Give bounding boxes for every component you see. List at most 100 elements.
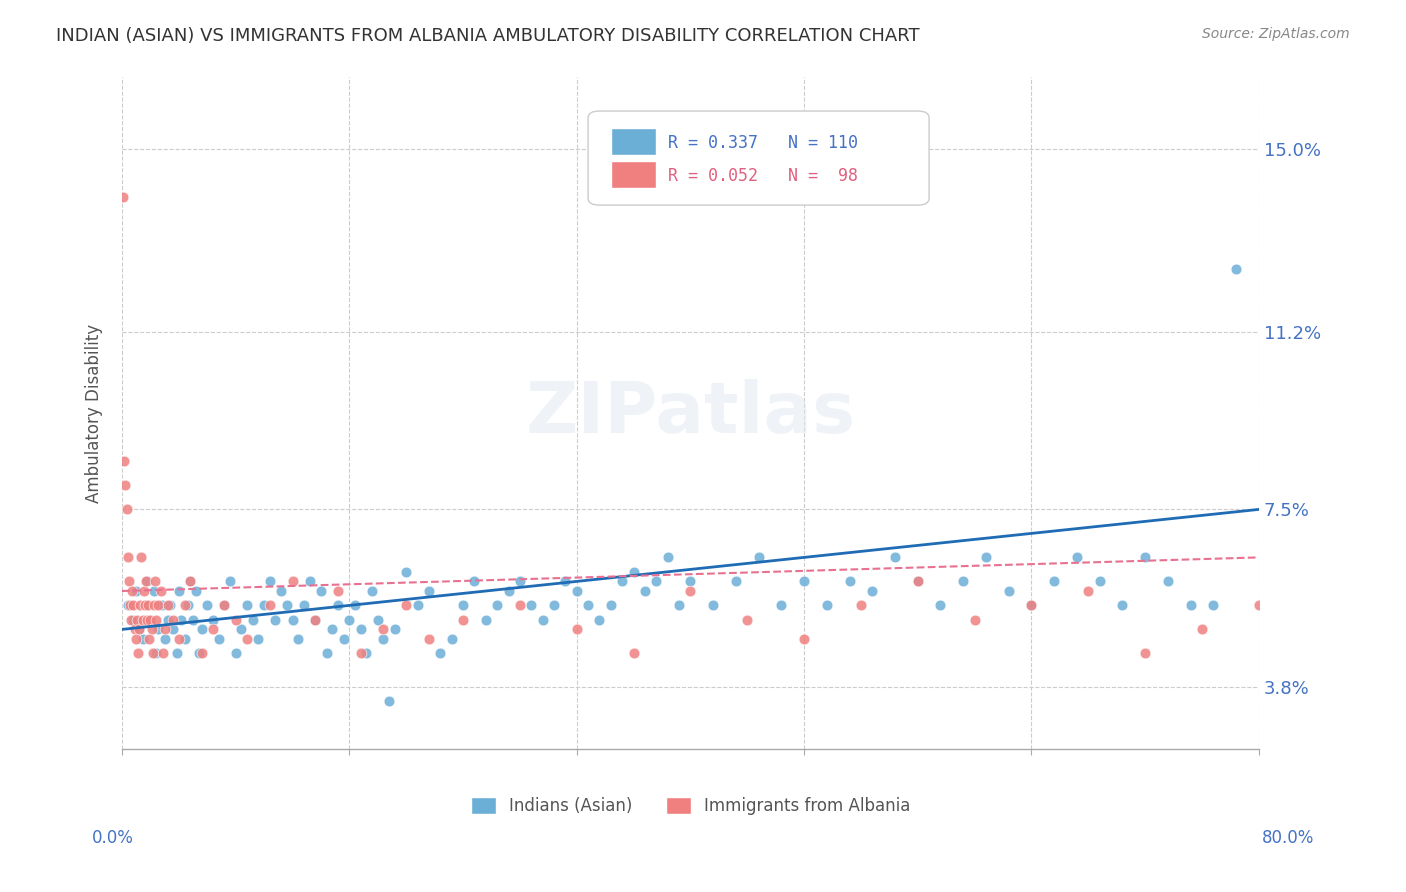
Text: 0.0%: 0.0% [91,829,134,847]
Point [114,478,136,492]
Point [162,623,184,637]
Point [974,550,997,565]
Point [418,584,440,599]
Point [356,647,378,661]
Point [634,584,657,599]
Point [115,502,138,516]
Point [118,599,141,613]
Point [326,599,349,613]
Point [281,613,304,627]
Point [1133,647,1156,661]
Point [139,613,162,627]
Point [184,584,207,599]
Point [195,599,218,613]
Point [486,599,509,613]
Point [838,574,860,589]
Point [155,632,177,646]
Point [120,613,142,627]
Point [1225,262,1247,277]
Point [907,574,929,589]
Point [134,599,156,613]
Point [645,574,668,589]
Point [131,550,153,565]
Point [177,599,200,613]
Point [128,623,150,637]
Point [1021,599,1043,613]
Point [219,574,242,589]
Point [373,623,395,637]
Point [1202,599,1225,613]
Point [142,599,165,613]
Point [112,454,135,468]
Point [201,613,224,627]
Point [378,694,401,708]
Point [173,632,195,646]
Point [498,584,520,599]
Point [190,647,212,661]
Point [122,613,145,627]
Point [150,599,173,613]
Point [1180,599,1202,613]
Point [148,599,170,613]
Point [565,584,588,599]
Point [276,599,298,613]
Point [1191,623,1213,637]
Point [623,565,645,579]
Point [623,647,645,661]
Point [475,613,498,627]
Point [509,599,531,613]
Point [1066,550,1088,565]
Point [599,599,621,613]
Point [139,613,162,627]
Point [337,613,360,627]
Text: R = 0.052   N =  98: R = 0.052 N = 98 [668,167,858,186]
Point [309,584,332,599]
Point [860,584,883,599]
Point [159,599,181,613]
Point [588,613,610,627]
Point [143,574,166,589]
Point [214,599,236,613]
Point [429,647,451,661]
Point [152,647,174,661]
Text: INDIAN (ASIAN) VS IMMIGRANTS FROM ALBANIA AMBULATORY DISABILITY CORRELATION CHAR: INDIAN (ASIAN) VS IMMIGRANTS FROM ALBANI… [56,27,920,45]
Point [793,632,815,646]
Point [463,574,485,589]
Point [132,584,155,599]
Point [253,599,276,613]
Point [145,647,167,661]
Point [148,623,170,637]
Point [702,599,724,613]
Point [1157,574,1180,589]
Legend: Indians (Asian), Immigrants from Albania: Indians (Asian), Immigrants from Albania [464,790,917,822]
Point [155,623,177,637]
Point [304,613,326,627]
Point [565,623,588,637]
Point [451,599,474,613]
Point [136,574,159,589]
Point [724,574,747,589]
Point [1043,574,1066,589]
Point [384,623,406,637]
Point [395,599,418,613]
Point [520,599,543,613]
Point [208,632,231,646]
Point [167,632,190,646]
Point [367,613,389,627]
Point [1247,599,1270,613]
Point [162,613,184,627]
Point [225,613,247,627]
Point [373,632,395,646]
Point [315,647,337,661]
Point [173,599,195,613]
Point [350,623,373,637]
Point [138,632,160,646]
Point [125,584,148,599]
Point [1133,550,1156,565]
Point [190,623,212,637]
Point [179,574,201,589]
Point [361,584,384,599]
Point [166,647,188,661]
Point [142,584,165,599]
Point [167,584,190,599]
